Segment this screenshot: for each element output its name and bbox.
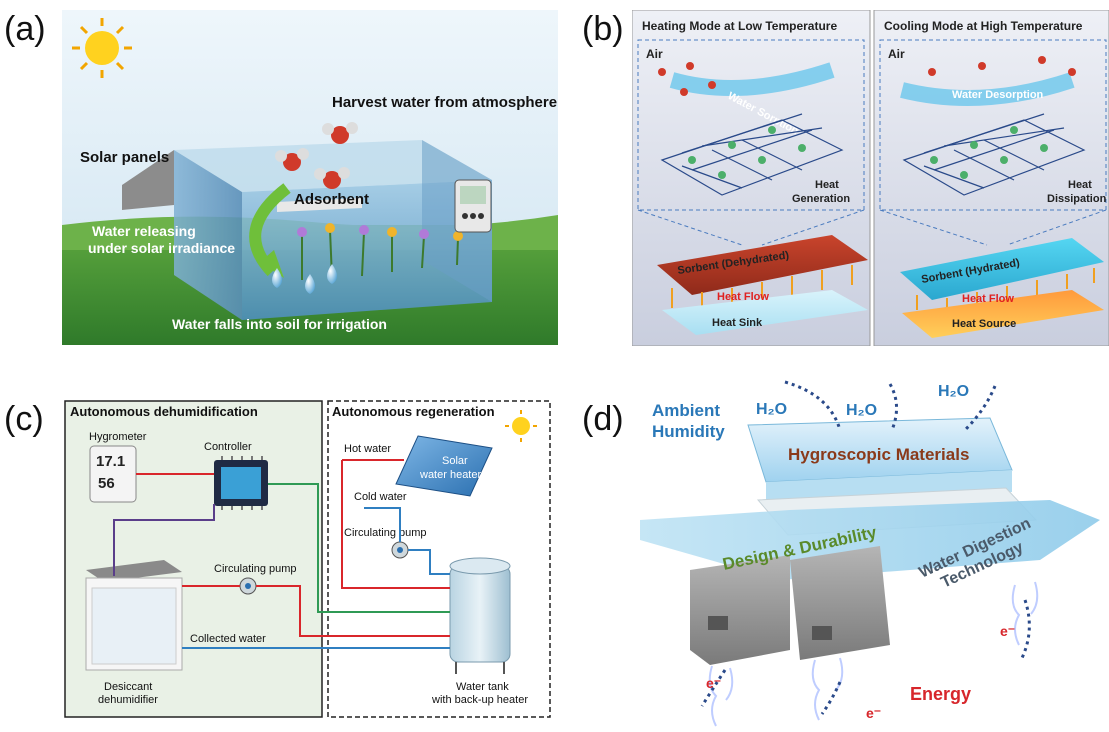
panel-b-illustration: Heating Mode at Low Temperature Cooling …	[632, 10, 1109, 346]
release-label-line2: under solar irradiance	[88, 240, 235, 256]
panel-a-illustration: Harvest water from atmosphere Solar pane…	[62, 10, 558, 345]
cooling-mode-title: Cooling Mode at High Temperature	[884, 19, 1083, 33]
heat-generation-line2: Generation	[792, 193, 850, 205]
heat-flow-left: Heat Flow	[717, 291, 769, 303]
harvest-label: Harvest water from atmosphere	[332, 94, 557, 111]
zoom-guide-lines	[637, 209, 1107, 246]
cold-water-label: Cold water	[354, 491, 407, 503]
heat-source-block	[902, 290, 1104, 338]
sorption-arrow	[669, 62, 835, 96]
hot-water-label: Hot water	[344, 443, 391, 455]
panel-label-c: (c)	[4, 400, 44, 438]
panel-label-d: (d)	[582, 400, 624, 438]
hygroscopic-label: Hygroscopic Materials	[788, 445, 969, 464]
circulating-pump-right	[391, 541, 409, 559]
solar-heater-label-2: water heater	[419, 469, 481, 481]
water-digestion-mesh	[640, 500, 1100, 580]
sun-icon-small	[505, 410, 537, 442]
panel-label-a: (a)	[4, 10, 46, 48]
sorbent-dehydrated-slab	[657, 235, 868, 295]
regeneration-title: Autonomous regeneration	[332, 404, 495, 419]
pipes	[113, 459, 450, 649]
water-drops	[272, 264, 337, 294]
dehumidifier-label-1: Desiccant	[104, 681, 152, 693]
regeneration-box	[327, 400, 551, 718]
air-molecules	[658, 56, 1076, 96]
hygrometer-reading-top: 17.1	[96, 453, 125, 470]
electron-label-1: e⁻	[706, 675, 721, 691]
heat-dissipation-line2: Dissipation	[1047, 193, 1107, 205]
heating-mode-title: Heating Mode at Low Temperature	[642, 19, 837, 33]
tank-label-1: Water tank	[456, 681, 509, 693]
electron-label-3: e⁻	[1000, 623, 1015, 639]
dehumidification-title: Autonomous dehumidification	[70, 404, 258, 419]
heat-dissipation-line1: Heat	[1068, 179, 1092, 191]
panel-label-b: (b)	[582, 10, 624, 48]
heat-sink-block	[662, 290, 868, 335]
heat-source-label: Heat Source	[952, 318, 1016, 330]
adsorbent-slab	[277, 198, 362, 212]
heat-sink-label: Heat Sink	[712, 317, 763, 329]
lattice-nodes	[688, 126, 1048, 179]
solar-heater-label-1: Solar	[442, 455, 468, 467]
ambient-label-2: Humidity	[652, 422, 725, 441]
energy-label: Energy	[910, 684, 971, 704]
vapor-arrows	[700, 380, 1031, 715]
collected-water-label: Collected water	[190, 633, 266, 645]
water-tank	[449, 557, 511, 674]
panel-d-illustration: Ambient Humidity H₂O H₂O H₂O Hygroscopic…	[640, 380, 1100, 727]
sorbent-hydrated-slab	[900, 238, 1104, 300]
solar-water-heater	[395, 435, 493, 497]
solar-panels-label: Solar panels	[80, 149, 169, 166]
circ-pump-label-left: Circulating pump	[214, 563, 297, 575]
hygroscopic-block-edge	[766, 470, 1012, 504]
dehumidifier-unit	[85, 560, 183, 671]
controller-label: Controller	[204, 441, 252, 453]
heat-generation-line1: Heat	[815, 179, 839, 191]
h2o-label-3: H₂O	[938, 383, 969, 400]
ambient-label-1: Ambient	[652, 401, 720, 420]
electron-label-2: e⁻	[866, 705, 881, 721]
tank-label-2: with back-up heater	[431, 694, 528, 706]
h2o-label-1: H₂O	[756, 401, 787, 418]
hygrometer-reading-bottom: 56	[98, 475, 115, 492]
h2o-label-2: H₂O	[846, 402, 877, 419]
circ-pump-label-right: Circulating pump	[344, 527, 427, 539]
panel-c-illustration: Autonomous dehumidification Autonomous r…	[64, 400, 551, 718]
panel-a-greenhouse: Harvest water from atmosphere Solar pane…	[62, 10, 558, 345]
desorption-arrow	[900, 72, 1075, 106]
adsorbent-label: Adsorbent	[294, 191, 369, 208]
circulating-pump-left	[239, 577, 257, 595]
panel-d-technology: Ambient Humidity H₂O H₂O H₂O Hygroscopic…	[640, 370, 1109, 732]
controller-device	[454, 179, 492, 233]
panel-b-modes: Heating Mode at Low Temperature Cooling …	[632, 10, 1109, 346]
mof-lattice-right	[902, 113, 1086, 196]
flowers	[297, 223, 463, 241]
falls-label: Water falls into soil for irrigation	[172, 316, 387, 332]
water-molecules	[275, 122, 358, 189]
release-label-line1: Water releasing	[92, 223, 196, 239]
lightning-streams	[708, 581, 1039, 727]
sun-icon	[72, 18, 132, 78]
heat-flow-right: Heat Flow	[962, 293, 1014, 305]
controller-chip	[214, 456, 268, 510]
air-label-left: Air	[646, 47, 663, 61]
mof-lattice-left	[660, 113, 844, 196]
panel-c-system: Autonomous dehumidification Autonomous r…	[64, 400, 552, 718]
hygrometer-label: Hygrometer	[89, 431, 147, 443]
dehumidifier-label-2: dehumidifier	[98, 694, 158, 706]
grey-device-blocks	[690, 546, 890, 665]
air-label-right: Air	[888, 47, 905, 61]
desorption-label: Water Desorption	[952, 89, 1044, 101]
solar-panel-shape	[122, 150, 174, 210]
